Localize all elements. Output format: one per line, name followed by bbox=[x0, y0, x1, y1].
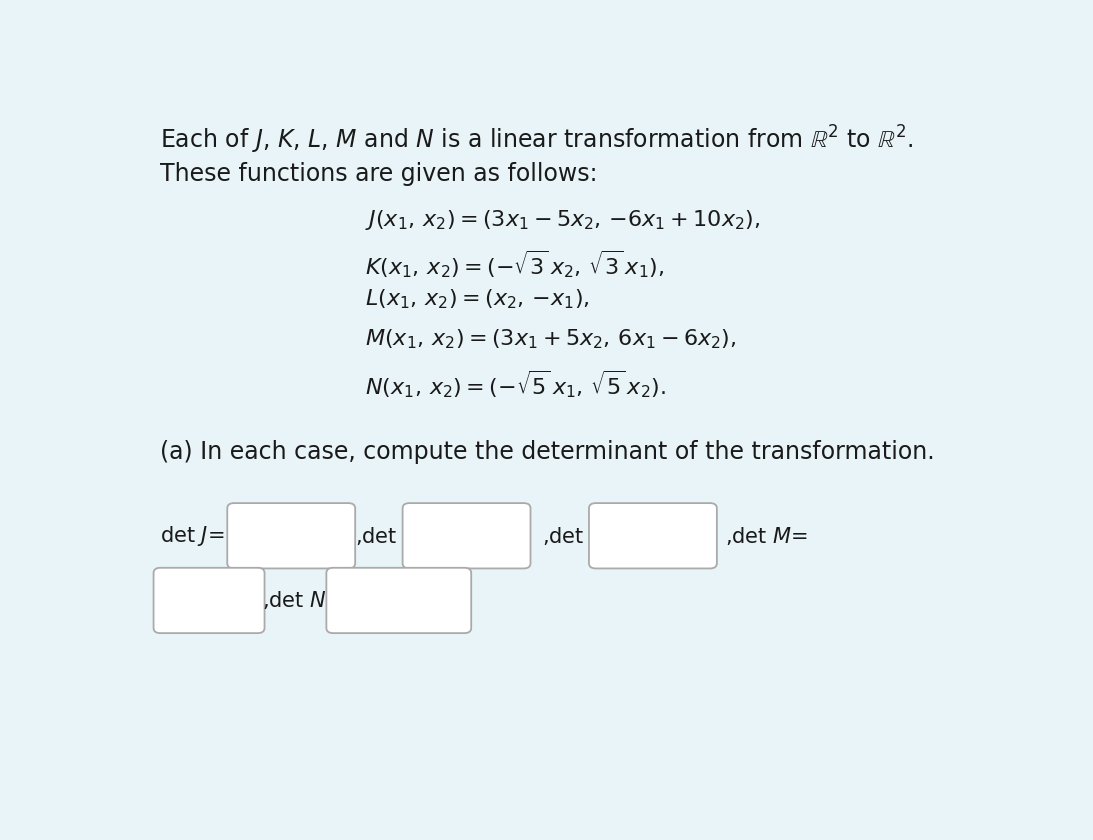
Text: (a) In each case, compute the determinant of the transformation.: (a) In each case, compute the determinan… bbox=[161, 440, 935, 465]
Text: $\mathit{L}(x_1,\, x_2) = (x_2,\, {-x_1}),$: $\mathit{L}(x_1,\, x_2) = (x_2,\, {-x_1}… bbox=[365, 288, 590, 312]
FancyBboxPatch shape bbox=[589, 503, 717, 569]
Text: det $\mathit{J}$=: det $\mathit{J}$= bbox=[161, 524, 225, 548]
Text: $\mathit{K}(x_1,\, x_2) = ({-\sqrt{3}}\,x_2,\, \sqrt{3}\,x_1),$: $\mathit{K}(x_1,\, x_2) = ({-\sqrt{3}}\,… bbox=[365, 248, 665, 280]
Text: $\mathit{J}(x_1,\, x_2) = (3x_1 - 5x_2,\, {-6x_1} + 10x_2),$: $\mathit{J}(x_1,\, x_2) = (3x_1 - 5x_2,\… bbox=[365, 207, 761, 232]
FancyBboxPatch shape bbox=[327, 568, 471, 633]
Text: $\mathit{N}(x_1,\, x_2) = ({-\sqrt{5}}\,x_1,\, \sqrt{5}\,x_2).$: $\mathit{N}(x_1,\, x_2) = ({-\sqrt{5}}\,… bbox=[365, 368, 667, 400]
FancyBboxPatch shape bbox=[153, 568, 265, 633]
Text: ,det $\mathit{M}$=: ,det $\mathit{M}$= bbox=[726, 525, 809, 547]
Text: ,det $\mathit{L}$=: ,det $\mathit{L}$= bbox=[541, 525, 618, 547]
Text: These functions are given as follows:: These functions are given as follows: bbox=[161, 162, 598, 186]
Text: Each of $\mathit{J}$, $\mathit{K}$, $\mathit{L}$, $\mathit{M}$ and $\mathit{N}$ : Each of $\mathit{J}$, $\mathit{K}$, $\ma… bbox=[161, 123, 914, 155]
Text: $\mathit{M}(x_1,\, x_2) = (3x_1 + 5x_2,\, 6x_1 - 6x_2),$: $\mathit{M}(x_1,\, x_2) = (3x_1 + 5x_2,\… bbox=[365, 328, 737, 351]
FancyBboxPatch shape bbox=[402, 503, 530, 569]
FancyBboxPatch shape bbox=[227, 503, 355, 569]
Text: ,det $\mathit{K}$=: ,det $\mathit{K}$= bbox=[355, 525, 434, 547]
Text: ,det $\mathit{N}$ =: ,det $\mathit{N}$ = bbox=[262, 590, 349, 612]
